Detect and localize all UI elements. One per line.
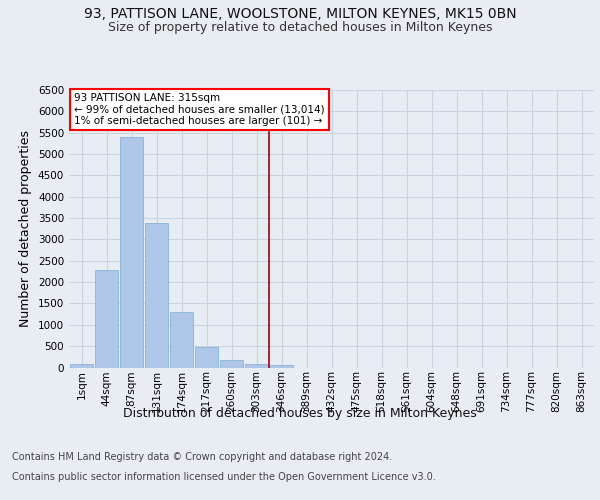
Text: Size of property relative to detached houses in Milton Keynes: Size of property relative to detached ho… [108,21,492,34]
Bar [70,364,93,368]
Bar [270,365,293,368]
Bar [195,347,218,368]
Bar [120,137,143,368]
Text: Distribution of detached houses by size in Milton Keynes: Distribution of detached houses by size … [123,408,477,420]
Bar [245,364,268,368]
Bar [95,270,118,368]
Y-axis label: Number of detached properties: Number of detached properties [19,130,32,327]
Text: 93, PATTISON LANE, WOOLSTONE, MILTON KEYNES, MK15 0BN: 93, PATTISON LANE, WOOLSTONE, MILTON KEY… [83,8,517,22]
Bar [220,360,243,368]
Bar [170,312,193,368]
Bar [145,223,168,368]
Text: 93 PATTISON LANE: 315sqm
← 99% of detached houses are smaller (13,014)
1% of sem: 93 PATTISON LANE: 315sqm ← 99% of detach… [74,93,325,126]
Text: Contains public sector information licensed under the Open Government Licence v3: Contains public sector information licen… [12,472,436,482]
Text: Contains HM Land Registry data © Crown copyright and database right 2024.: Contains HM Land Registry data © Crown c… [12,452,392,462]
